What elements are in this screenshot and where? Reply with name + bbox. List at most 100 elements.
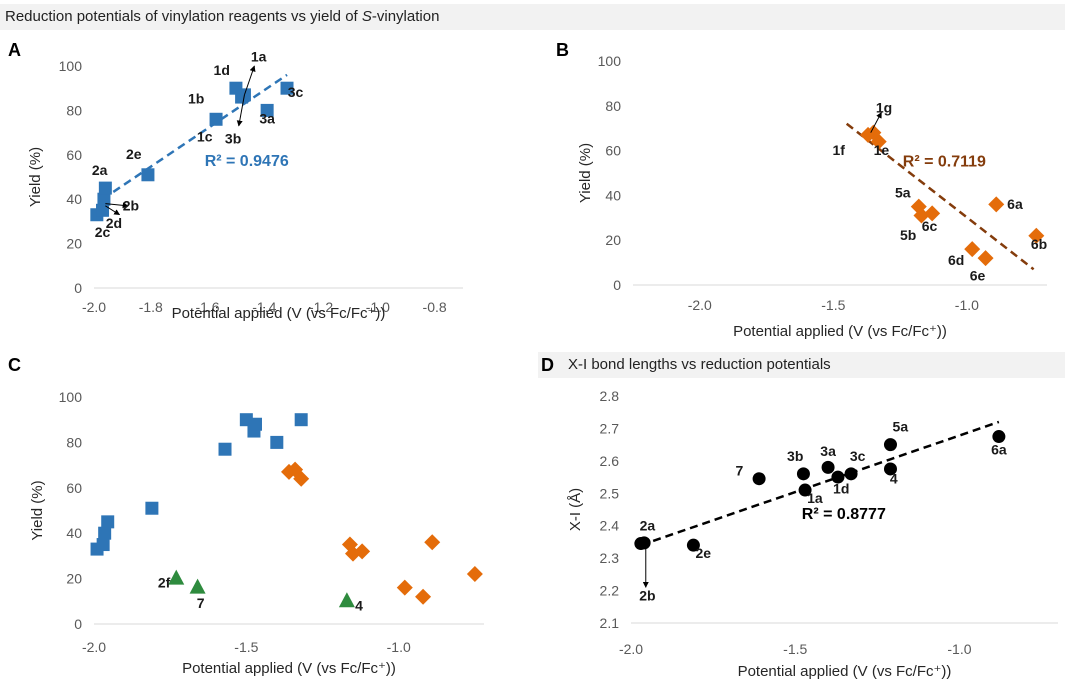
data-point-square — [280, 81, 294, 95]
x-tick-label: -1.4 — [252, 299, 276, 315]
annotation-arrow — [105, 205, 121, 216]
x-tick-label: -2.0 — [82, 299, 106, 315]
y-tick-label: 100 — [598, 53, 622, 69]
figure-title-pre: Reduction potentials of vinylation reage… — [5, 8, 362, 25]
data-point-square — [97, 192, 111, 206]
point-label: 5a — [895, 185, 911, 201]
x-tick-label: -1.0 — [366, 299, 390, 315]
point-label: 5a — [893, 419, 909, 435]
r-squared-label: R² = 0.9476 — [205, 153, 289, 170]
y-tick-label: 80 — [66, 434, 82, 450]
x-tick-label: -1.2 — [309, 299, 333, 315]
point-label: 2a — [640, 518, 656, 534]
data-point-diamond — [988, 196, 1005, 213]
y-axis-title: X-I (Å) — [567, 488, 584, 531]
data-point-square — [145, 501, 159, 515]
x-tick-label: -0.8 — [423, 299, 447, 315]
y-axis-title: Yield (%) — [29, 480, 46, 540]
annotation-arrow — [870, 111, 882, 133]
y-tick-label: 80 — [605, 98, 621, 114]
data-point-square — [96, 203, 110, 217]
data-point-circle — [796, 467, 810, 481]
data-point-triangle — [338, 592, 355, 608]
x-tick-label: -1.0 — [955, 297, 979, 313]
y-tick-label: 2.1 — [600, 615, 620, 631]
x-tick-label: -2.0 — [688, 297, 712, 313]
panel-letter-d: D — [541, 355, 554, 375]
y-tick-label: 20 — [66, 236, 82, 252]
y-tick-label: 60 — [605, 143, 621, 159]
data-point-diamond — [466, 566, 483, 583]
point-label: 2a — [92, 162, 108, 178]
y-tick-label: 2.3 — [600, 550, 620, 566]
panel-letter-a: A — [8, 40, 21, 60]
data-point-triangle — [168, 569, 185, 585]
y-tick-label: 60 — [66, 147, 82, 163]
figure-title: Reduction potentials of vinylation reage… — [5, 8, 439, 25]
y-tick-label: 20 — [66, 571, 82, 587]
data-point-diamond — [924, 205, 941, 222]
point-label: 6c — [922, 218, 938, 234]
point-label: 1c — [197, 128, 213, 144]
point-label: 6e — [970, 268, 986, 284]
x-tick-label: -1.0 — [387, 639, 411, 655]
data-point-diamond — [415, 588, 432, 605]
annotation-arrow — [236, 94, 245, 127]
point-label: 2d — [106, 215, 122, 231]
chart-panel-c: 0 20 40 60 80 100 -2.0 -1.5 -1.0 Potential applie… — [29, 389, 484, 677]
y-tick-label: 100 — [59, 389, 83, 405]
data-point-circle — [831, 470, 845, 484]
y-tick-label: 60 — [66, 480, 82, 496]
data-point-diamond — [354, 543, 371, 560]
point-label: 6b — [1031, 236, 1047, 252]
data-point-square — [141, 168, 155, 182]
data-point-circle — [992, 430, 1006, 444]
data-point-circle — [821, 460, 835, 474]
r-squared-label: R² = 0.7119 — [903, 153, 986, 170]
y-tick-label: 80 — [66, 102, 82, 118]
point-label: 1g — [876, 100, 892, 116]
data-point-square — [294, 413, 308, 427]
point-label: 6a — [1007, 196, 1023, 212]
data-point-square — [96, 538, 110, 552]
chart-panel-a: 0 20 40 60 80 100 -2.0 -1.8 -1.6 -1.4 -1.2 -1.0 -0.8… — [27, 49, 463, 322]
point-label: 1d — [214, 62, 230, 78]
data-point-diamond — [424, 534, 441, 551]
point-label: 6d — [948, 252, 964, 268]
point-label: 1b — [188, 91, 204, 107]
y-tick-label: 20 — [605, 232, 621, 248]
point-label: 1e — [874, 142, 890, 158]
panel-letter-b: B — [556, 40, 569, 60]
x-tick-label: -1.5 — [234, 639, 258, 655]
chart-panel-b: 0 20 40 60 80 100 -2.0 -1.5 -1.0 Potential applie… — [577, 53, 1047, 340]
data-point-circle — [798, 483, 812, 497]
x-tick-label: -1.5 — [821, 297, 845, 313]
point-label: 4 — [355, 597, 363, 613]
point-label: 3b — [787, 448, 803, 464]
annotation-arrow — [243, 65, 256, 96]
point-label: 2e — [126, 146, 142, 162]
point-label: 5b — [900, 227, 916, 243]
data-point-square — [270, 435, 284, 449]
data-point-circle — [883, 438, 897, 452]
r-squared-label: R² = 0.8777 — [802, 506, 886, 523]
point-label: 1a — [807, 490, 823, 506]
data-point-diamond — [1028, 227, 1045, 244]
y-tick-label: 2.5 — [600, 485, 620, 501]
point-label: 3b — [225, 131, 241, 147]
point-label: 2f — [158, 575, 171, 591]
figure-title-italic: S — [361, 8, 372, 25]
x-tick-label: -1.5 — [783, 641, 807, 657]
point-label: 4 — [890, 471, 898, 487]
point-label: 2c — [95, 224, 111, 240]
data-point-circle — [686, 538, 700, 552]
y-axis-title: Yield (%) — [577, 143, 594, 203]
x-axis-title: Potential applied (V (vs Fc/Fc⁺)) — [182, 660, 396, 677]
y-tick-label: 2.2 — [600, 583, 620, 599]
y-tick-label: 2.8 — [600, 388, 620, 404]
data-point-diamond — [977, 250, 994, 267]
data-point-diamond — [293, 470, 310, 487]
x-axis-title: Potential applied (V (vs Fc/Fc⁺)) — [738, 663, 952, 680]
figure-title-post: -vinylation — [371, 8, 440, 25]
panel-letter-c: C — [8, 355, 21, 375]
